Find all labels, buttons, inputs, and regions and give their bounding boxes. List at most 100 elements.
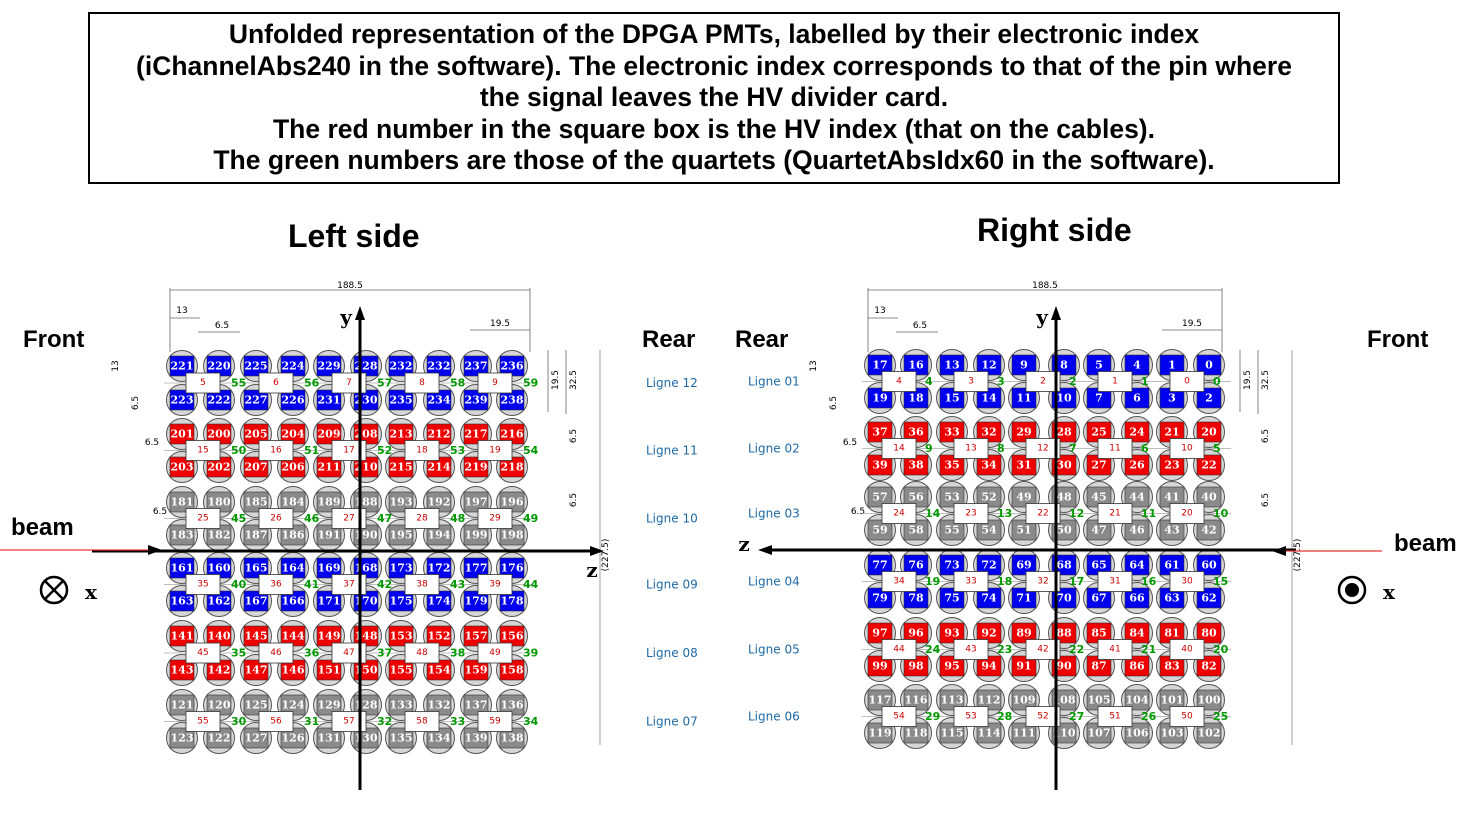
right-pmt-index-3-bottom-1: 78 bbox=[908, 592, 924, 605]
title-line-4: The red number in the square box is the … bbox=[272, 113, 1155, 144]
right-quartet-0-0: 4 bbox=[925, 375, 933, 388]
right-quartet-5-3: 26 bbox=[1141, 710, 1157, 723]
left-pmt-index-2-top-5: 188 bbox=[355, 496, 378, 509]
right-pmt-index-3-top-9: 60 bbox=[1201, 559, 1217, 572]
right-pmt-square-0-top-7 bbox=[1124, 354, 1150, 376]
left-hv-index-3-0: 35 bbox=[197, 580, 208, 590]
right-pmt-square-1-top-3 bbox=[976, 421, 1002, 443]
right-pmt-square-1-bottom-7 bbox=[1124, 454, 1150, 476]
right-dim-13: 13 bbox=[874, 306, 885, 316]
left-pmt-index-4-bottom-6: 155 bbox=[390, 664, 413, 677]
right-hv-box-0-1 bbox=[953, 371, 989, 392]
left-pmt-index-5-bottom-7: 134 bbox=[428, 732, 451, 745]
right-pmt-square-1-top-9 bbox=[1196, 421, 1222, 443]
left-pmt-index-0-top-2: 225 bbox=[245, 360, 268, 373]
right-hv-box-3-0 bbox=[881, 571, 917, 592]
left-pmt-index-5-bottom-5: 130 bbox=[355, 732, 378, 745]
right-pmt-square-4-top-0 bbox=[867, 622, 893, 644]
right-hv-index-3-3: 31 bbox=[1109, 577, 1120, 587]
right-pmt-index-4-bottom-6: 87 bbox=[1091, 660, 1106, 673]
left-ligne-label-2: Ligne 10 bbox=[646, 512, 698, 526]
right-pmt-index-4-top-2: 93 bbox=[944, 627, 959, 640]
right-y-axis-arrow bbox=[1051, 306, 1061, 320]
left-hv-box-0-0 bbox=[185, 372, 221, 394]
right-pmt-index-2-top-4: 49 bbox=[1016, 491, 1031, 504]
left-z-axis-label: z bbox=[586, 558, 597, 582]
right-hv-index-5-1: 53 bbox=[965, 712, 976, 722]
right-pmt-index-4-top-8: 81 bbox=[1164, 627, 1179, 640]
right-pmt-index-5-top-8: 101 bbox=[1161, 694, 1184, 707]
left-pmt-index-3-bottom-9: 178 bbox=[501, 595, 524, 608]
left-pmt-index-0-top-0: 221 bbox=[171, 360, 194, 373]
left-pmt-index-4-top-7: 152 bbox=[428, 630, 451, 643]
left-pmt-index-1-bottom-8: 219 bbox=[465, 461, 488, 474]
left-pmt-square-3-top-2 bbox=[243, 557, 269, 579]
right-ligne-label-1: Ligne 02 bbox=[748, 442, 800, 456]
left-pmt-index-1-bottom-9: 218 bbox=[501, 461, 524, 474]
right-pmt-index-1-bottom-6: 27 bbox=[1091, 459, 1106, 472]
right-hv-index-1-1: 13 bbox=[965, 444, 976, 454]
right-pmt-square-0-top-4 bbox=[1011, 354, 1037, 376]
right-pmt-index-5-top-1: 116 bbox=[905, 694, 928, 707]
right-pmt-index-4-top-4: 89 bbox=[1016, 627, 1031, 640]
left-hv-index-2-2: 27 bbox=[343, 514, 354, 524]
left-pmt-index-5-bottom-4: 131 bbox=[318, 732, 341, 745]
left-pmt-index-2-bottom-0: 183 bbox=[171, 529, 194, 542]
right-side-title: Right side bbox=[977, 212, 1132, 248]
right-pmt-index-1-top-2: 33 bbox=[944, 426, 959, 439]
left-pmt-index-0-top-9: 236 bbox=[501, 360, 524, 373]
left-hv-box-4-2 bbox=[331, 642, 367, 664]
left-side-title: Left side bbox=[288, 218, 420, 254]
right-pmt-index-2-bottom-7: 46 bbox=[1129, 524, 1145, 537]
left-quartet-0-2: 57 bbox=[377, 377, 392, 390]
right-quartet-4-0: 24 bbox=[925, 643, 941, 656]
right-quartet-4-2: 22 bbox=[1069, 643, 1084, 656]
left-pmt-index-2-top-0: 181 bbox=[171, 496, 194, 509]
left-hv-box-0-4 bbox=[477, 372, 513, 394]
right-pmt-index-4-top-9: 80 bbox=[1201, 627, 1217, 640]
left-pmt-square-1-bottom-8 bbox=[463, 456, 489, 478]
right-pmt-square-2-top-0 bbox=[867, 486, 893, 508]
right-pmt-index-5-bottom-4: 111 bbox=[1013, 727, 1036, 740]
right-hv-box-0-0 bbox=[881, 371, 917, 392]
left-hv-box-0-2 bbox=[331, 372, 367, 394]
right-hv-box-0-3 bbox=[1097, 371, 1133, 392]
right-pmt-square-5-top-9 bbox=[1196, 689, 1222, 711]
right-pmt-square-4-bottom-4 bbox=[1011, 655, 1037, 677]
left-pmt-square-4-top-0 bbox=[169, 625, 195, 647]
right-quartet-4-1: 23 bbox=[997, 643, 1012, 656]
left-pmt-square-5-top-6 bbox=[388, 694, 414, 716]
left-pmt-index-0-bottom-0: 223 bbox=[171, 394, 194, 407]
right-hv-box-3-3 bbox=[1097, 571, 1133, 592]
left-pmt-square-3-bottom-8 bbox=[463, 590, 489, 612]
right-quartet-2-4: 10 bbox=[1213, 507, 1229, 520]
left-pmt-index-4-top-1: 140 bbox=[208, 630, 231, 643]
right-pmt-index-3-bottom-0: 79 bbox=[872, 592, 887, 605]
left-pmt-square-3-top-6 bbox=[388, 557, 414, 579]
right-pmt-index-3-bottom-3: 74 bbox=[981, 592, 997, 605]
right-pmt-square-4-top-5 bbox=[1051, 622, 1077, 644]
left-pmt-square-1-bottom-4 bbox=[316, 456, 342, 478]
right-hv-box-5-2 bbox=[1025, 706, 1061, 727]
left-pmt-index-4-bottom-7: 154 bbox=[428, 664, 451, 677]
left-pmt-index-0-top-7: 232 bbox=[428, 360, 451, 373]
left-pmt-square-0-top-4 bbox=[316, 355, 342, 377]
left-pmt-index-1-bottom-5: 210 bbox=[355, 461, 378, 474]
right-pmt-index-5-bottom-0: 119 bbox=[869, 727, 892, 740]
left-hv-index-1-1: 16 bbox=[270, 446, 282, 456]
left-pmt-square-2-bottom-2 bbox=[243, 524, 269, 546]
left-hv-index-1-3: 18 bbox=[416, 446, 428, 456]
right-hv-index-5-4: 50 bbox=[1181, 712, 1193, 722]
left-hv-index-4-4: 49 bbox=[489, 648, 501, 658]
left-hv-box-1-3 bbox=[404, 440, 440, 461]
left-hv-box-2-4 bbox=[477, 508, 513, 529]
left-pmt-index-2-bottom-9: 198 bbox=[501, 529, 524, 542]
right-pmt-index-3-bottom-6: 67 bbox=[1091, 592, 1106, 605]
right-pmt-square-5-bottom-7 bbox=[1124, 722, 1150, 744]
left-rear-label: Rear bbox=[642, 326, 696, 353]
left-hv-index-1-0: 15 bbox=[197, 446, 208, 456]
right-hv-box-5-1 bbox=[953, 706, 989, 727]
right-pmt-index-1-top-4: 29 bbox=[1016, 426, 1031, 439]
left-pmt-square-1-bottom-6 bbox=[388, 456, 414, 478]
